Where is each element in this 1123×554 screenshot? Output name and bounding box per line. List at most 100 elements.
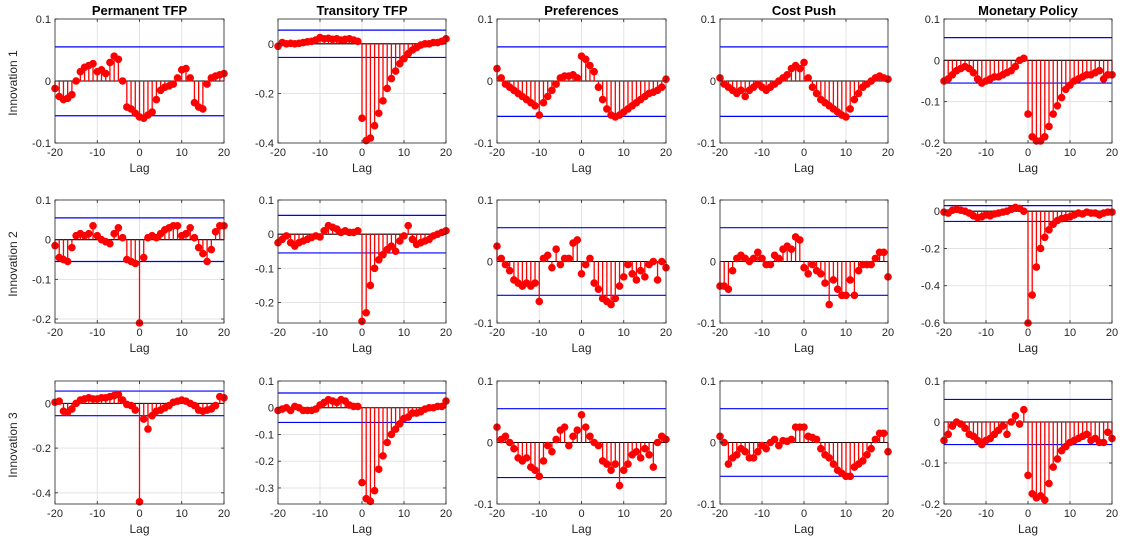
stem-marker [825, 300, 833, 309]
stem-marker [590, 67, 598, 76]
stem-marker [370, 264, 379, 273]
stem-marker [1049, 463, 1057, 471]
stem-marker [762, 444, 770, 453]
stem-marker [732, 450, 741, 459]
panel-r2-c4: -20 -10 0 10 20 -0.1 0 0.1 Lag [697, 195, 894, 355]
stem-marker [594, 285, 603, 293]
stem-marker [594, 441, 603, 450]
stem-marker [812, 435, 821, 444]
panel-r1-c3: -20 -10 0 10 20 -0.1 0 0.1 Lag [474, 14, 672, 175]
x-axis-title: Lag [352, 341, 372, 355]
y-tick-label: 0 [268, 403, 274, 415]
stem-marker [395, 59, 404, 68]
stem-marker [833, 285, 842, 293]
x-tick-label: 0 [1025, 508, 1031, 520]
panel-r2-c3: -20 -10 0 10 20 -0.1 0 0.1 Lag [474, 195, 672, 355]
stem-marker [1099, 438, 1108, 447]
stem-marker [649, 463, 658, 471]
stem-marker [497, 254, 506, 263]
x-tick-label: -20 [47, 508, 63, 520]
stem-marker [774, 254, 783, 263]
stem-marker [1083, 430, 1091, 439]
x-axis-title: Lag [794, 341, 814, 355]
stem-marker [632, 276, 641, 284]
stem-marker [55, 397, 64, 405]
stem-marker [408, 235, 417, 244]
stem-marker [387, 242, 396, 250]
stem-marker [501, 260, 510, 269]
stem-marker [391, 247, 400, 256]
stem-marker [573, 74, 582, 82]
stem-marker [586, 254, 594, 263]
x-tick-label: 0 [578, 508, 584, 520]
stem-marker [804, 74, 812, 82]
stem-marker [139, 253, 148, 262]
stem-marker [543, 92, 552, 101]
stem-marker [1019, 54, 1028, 63]
x-tick-label: 0 [359, 508, 365, 520]
x-tick-label: -10 [89, 327, 105, 339]
stem-marker [581, 260, 590, 269]
row-labels: Innovation 1 Innovation 2 Innovation 3 [6, 50, 20, 478]
x-tick-label: 20 [882, 147, 894, 159]
y-tick-label: 0 [710, 76, 716, 88]
stem-marker [829, 460, 838, 468]
y-tick-label: -0.1 [474, 138, 493, 150]
stem-marker [114, 223, 123, 232]
x-tick-label: -10 [978, 147, 994, 159]
x-tick-label: -20 [270, 327, 286, 339]
x-tick-label: 20 [440, 508, 452, 520]
x-tick-label: 0 [136, 327, 142, 339]
stem-marker [400, 232, 408, 240]
stem-marker [1057, 93, 1066, 102]
stem-marker [543, 251, 552, 260]
stem-marker [619, 273, 628, 281]
y-tick-label: -0.4 [921, 281, 940, 293]
stem-marker [728, 266, 737, 275]
stem-marker [724, 460, 733, 468]
panel-r3-c3: -20 -10 0 10 20 -0.1 0 0.1 Lag [474, 376, 672, 536]
stem-marker [795, 64, 804, 73]
y-tick-label: -0.2 [921, 138, 940, 150]
stem-marker [749, 454, 758, 462]
x-axis-title: Lag [794, 161, 814, 175]
y-tick-label: -0.2 [921, 243, 940, 255]
stem-marker [846, 472, 854, 481]
y-tick-label: -0.1 [255, 263, 274, 275]
stem-marker [594, 83, 603, 91]
stem-marker [871, 435, 880, 444]
x-tick-label: 10 [840, 508, 852, 520]
stem-marker [85, 229, 93, 238]
y-tick-label: 0 [934, 55, 940, 67]
stem-marker [543, 441, 552, 450]
stem-marker [636, 266, 645, 275]
x-tick-label: -10 [89, 147, 105, 159]
stem-marker [871, 254, 880, 263]
stem-marker [118, 77, 127, 85]
stem-marker [379, 250, 387, 259]
stem-marker [812, 89, 821, 98]
stem-marker [1041, 233, 1049, 242]
x-tick-label: -10 [531, 147, 547, 159]
x-axis-title: Lag [352, 522, 372, 536]
x-tick-label: -10 [89, 508, 105, 520]
stem-marker [89, 59, 97, 68]
stem-marker [548, 86, 556, 95]
x-tick-label: 10 [176, 508, 188, 520]
y-tick-label: 0 [45, 398, 51, 410]
x-axis-title: Lag [1018, 161, 1038, 175]
stem-marker [846, 105, 854, 113]
stem-marker [800, 423, 808, 431]
y-tick-label: -0.1 [921, 458, 940, 470]
stem-marker [110, 229, 118, 238]
stem-marker [565, 441, 573, 450]
column-titles: Permanent TFP Transitory TFP Preferences… [92, 3, 1079, 18]
stem-marker [632, 447, 641, 456]
x-tick-label: -20 [47, 327, 63, 339]
stem-marker [615, 481, 624, 490]
x-tick-label: 20 [218, 327, 230, 339]
stem-marker [808, 260, 817, 269]
x-axis-title: Lag [1018, 522, 1038, 536]
stem-marker [770, 435, 779, 444]
stem-marker [144, 425, 152, 433]
